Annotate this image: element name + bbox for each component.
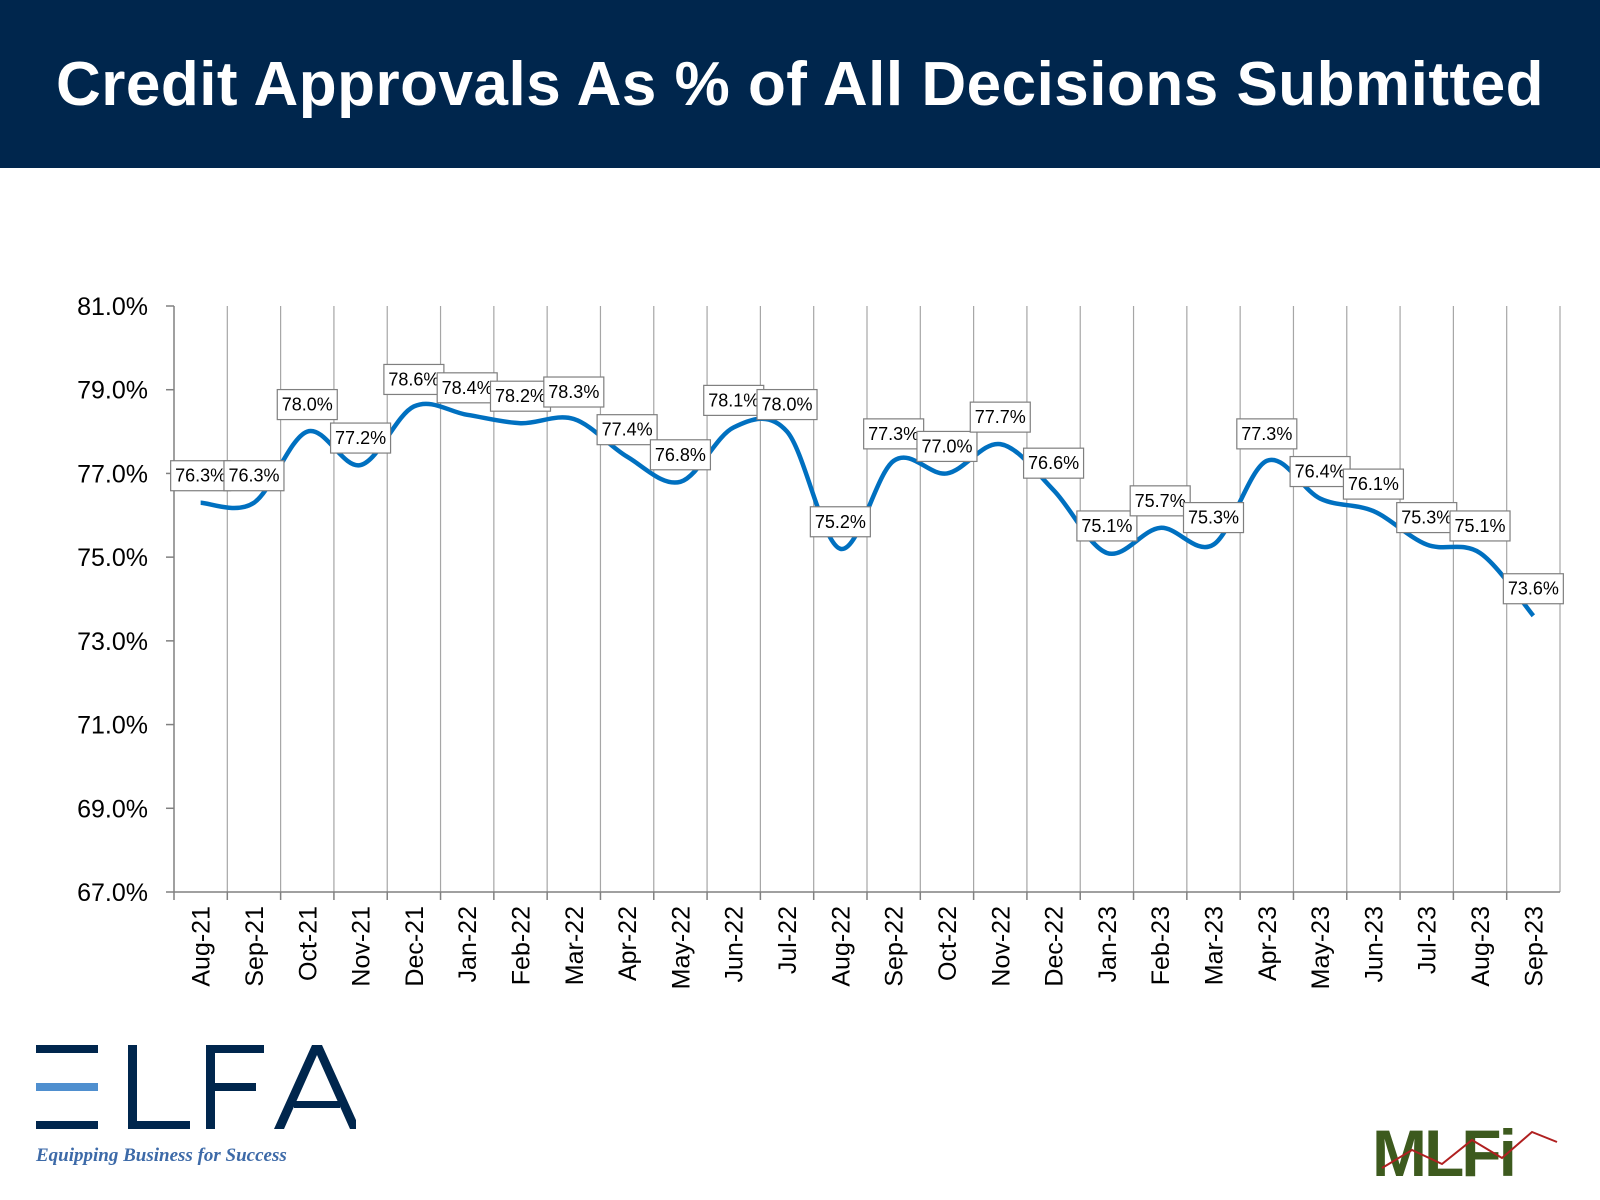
data-label-box bbox=[1342, 468, 1405, 500]
x-tick-label: Mar-23 bbox=[1201, 906, 1229, 985]
svg-text:MLFi: MLFi bbox=[1372, 1120, 1514, 1182]
data-label-box bbox=[916, 430, 978, 463]
x-tick-label: Sep-22 bbox=[881, 906, 909, 987]
data-label-box bbox=[543, 376, 605, 408]
data-label-box bbox=[596, 414, 658, 446]
y-tick-label: 75.0% bbox=[77, 544, 148, 572]
data-label: 77.4% bbox=[602, 420, 653, 440]
y-tick-label: 69.0% bbox=[77, 795, 148, 823]
data-label-box bbox=[649, 439, 712, 471]
y-tick-label: 71.0% bbox=[77, 712, 148, 740]
mlfi-logo: MLFi bbox=[1372, 1120, 1558, 1182]
x-tick-label: Mar-22 bbox=[561, 906, 589, 985]
line-chart: 67.0% 69.0% 71.0% 73.0% 75.0% 77.0% 79.0% 81.0%… bbox=[77, 293, 1564, 989]
data-label-box bbox=[1076, 510, 1138, 542]
data-label-box bbox=[756, 388, 818, 421]
data-label: 75.3% bbox=[1188, 508, 1239, 528]
data-label: 76.8% bbox=[655, 445, 706, 465]
data-label-box bbox=[1022, 447, 1085, 479]
elfa-logo bbox=[36, 1045, 356, 1129]
x-tick-label: Apr-22 bbox=[614, 906, 642, 981]
data-label: 76.6% bbox=[1028, 453, 1079, 473]
data-label: 77.3% bbox=[868, 424, 919, 444]
data-label-box bbox=[969, 401, 1031, 433]
x-tick-label: Aug-21 bbox=[188, 906, 216, 987]
data-label-box bbox=[1289, 455, 1351, 488]
data-label: 76.1% bbox=[1348, 474, 1399, 494]
y-tick-label: 73.0% bbox=[77, 628, 148, 656]
data-label-box bbox=[276, 388, 338, 421]
x-tick-label: Feb-22 bbox=[508, 906, 536, 985]
data-label-box bbox=[809, 506, 871, 538]
x-tick-label: Jun-22 bbox=[721, 906, 749, 982]
x-tick-label: May-22 bbox=[667, 906, 695, 989]
y-tick-label: 79.0% bbox=[77, 377, 148, 405]
x-tick-label: Oct-21 bbox=[294, 906, 322, 981]
data-label: 76.3% bbox=[175, 466, 226, 486]
data-label: 78.6% bbox=[388, 369, 439, 389]
x-tick-label: Sep-21 bbox=[241, 906, 269, 987]
data-label-box bbox=[1449, 510, 1511, 542]
title-bar: Credit Approvals As % of All Decisions S… bbox=[0, 0, 1600, 168]
data-label-box bbox=[329, 422, 392, 454]
data-label-box bbox=[1236, 418, 1298, 450]
data-label: 78.4% bbox=[442, 378, 493, 398]
x-tick-label: Dec-21 bbox=[401, 906, 429, 987]
data-label: 78.1% bbox=[708, 390, 759, 410]
data-label-box bbox=[703, 384, 765, 416]
data-label: 78.0% bbox=[762, 395, 813, 415]
page-title: Credit Approvals As % of All Decisions S… bbox=[55, 49, 1545, 119]
x-tick-label: Apr-23 bbox=[1254, 906, 1282, 981]
data-label: 77.3% bbox=[1241, 424, 1292, 444]
x-tick-label: Jan-23 bbox=[1094, 906, 1122, 982]
data-label-box bbox=[436, 372, 498, 404]
data-label-box bbox=[863, 418, 925, 450]
data-label: 75.7% bbox=[1135, 491, 1186, 511]
x-tick-label: Feb-23 bbox=[1147, 906, 1175, 985]
data-label: 78.2% bbox=[495, 386, 546, 406]
data-label: 78.0% bbox=[282, 395, 333, 415]
x-tick-label: Sep-23 bbox=[1520, 906, 1548, 987]
data-label: 75.1% bbox=[1455, 516, 1506, 536]
y-tick-label: 77.0% bbox=[77, 460, 148, 488]
data-label-box bbox=[1182, 501, 1245, 534]
data-label: 75.2% bbox=[815, 512, 866, 532]
x-tick-label: Nov-22 bbox=[987, 906, 1015, 987]
x-tick-label: May-23 bbox=[1307, 906, 1335, 989]
data-label: 76.3% bbox=[228, 466, 279, 486]
data-label: 75.1% bbox=[1081, 516, 1132, 536]
x-tick-label: Jul-23 bbox=[1414, 906, 1442, 974]
data-label-box bbox=[1396, 501, 1458, 534]
data-label: 77.0% bbox=[921, 436, 972, 456]
x-tick-label: Dec-22 bbox=[1041, 906, 1069, 987]
data-label: 77.2% bbox=[335, 428, 386, 448]
x-tick-label: Jan-22 bbox=[454, 906, 482, 982]
x-tick-label: Nov-21 bbox=[348, 906, 376, 987]
data-label: 77.7% bbox=[975, 407, 1026, 427]
x-tick-label: Jun-23 bbox=[1360, 906, 1388, 982]
data-label: 73.6% bbox=[1508, 579, 1559, 599]
x-tick-label: Aug-22 bbox=[827, 906, 855, 987]
data-label: 76.4% bbox=[1295, 462, 1346, 482]
data-label: 78.3% bbox=[548, 382, 599, 402]
data-label: 75.3% bbox=[1401, 508, 1452, 528]
data-label-box bbox=[1502, 573, 1564, 605]
x-tick-label: Oct-22 bbox=[934, 906, 962, 981]
y-tick-label: 81.0% bbox=[77, 293, 148, 321]
data-label-box bbox=[1129, 485, 1191, 517]
elfa-tagline: Equipping Business for Success bbox=[36, 1145, 287, 1166]
data-label-box bbox=[489, 380, 552, 412]
x-tick-label: Jul-22 bbox=[774, 906, 802, 974]
x-tick-label: Aug-23 bbox=[1467, 906, 1495, 987]
data-label-box bbox=[223, 460, 285, 492]
y-tick-label: 67.0% bbox=[77, 879, 148, 907]
